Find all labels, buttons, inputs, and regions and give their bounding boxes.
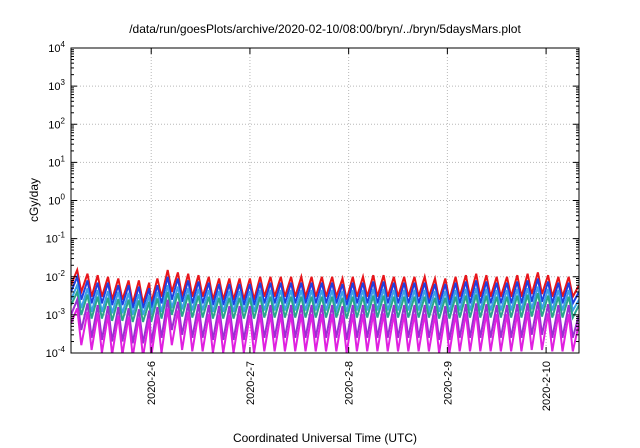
series-line-6 [71, 307, 579, 353]
grid [71, 48, 579, 353]
x-axis-label: Coordinated Universal Time (UTC) [233, 431, 417, 445]
series-line-5 [71, 295, 579, 344]
y-tick-label: 104 [48, 40, 65, 55]
y-tick-label: 10-1 [46, 231, 66, 246]
series-line-2 [71, 273, 579, 309]
y-tick-label: 100 [48, 193, 65, 208]
ticks: 10-4 10-3 10-2 10-1 100 101 102 103 104 2020-2-6 2… [46, 40, 579, 411]
x-tick-label: 2020-2-9 [442, 361, 454, 405]
x-tick-label: 2020-2-8 [344, 361, 356, 405]
series-layer [71, 266, 579, 353]
y-tick-label: 10-3 [46, 307, 66, 322]
x-tick-label: 2020-2-10 [541, 361, 553, 411]
chart-title: /data/run/goesPlots/archive/2020-02-10/0… [129, 22, 521, 36]
y-tick-label: 102 [48, 116, 65, 131]
y-tick-label: 10-4 [46, 345, 66, 360]
series-line-1 [71, 266, 579, 304]
x-tick-label: 2020-2-6 [146, 361, 158, 405]
y-axis-label: cGy/day [27, 178, 41, 222]
y-tick-label: 101 [48, 154, 65, 169]
y-tick-label: 103 [48, 78, 65, 93]
series-line-3 [71, 281, 579, 316]
x-tick-label: 2020-2-7 [245, 361, 257, 405]
series-line-4 [71, 288, 579, 323]
y-tick-label: 10-2 [46, 269, 66, 284]
